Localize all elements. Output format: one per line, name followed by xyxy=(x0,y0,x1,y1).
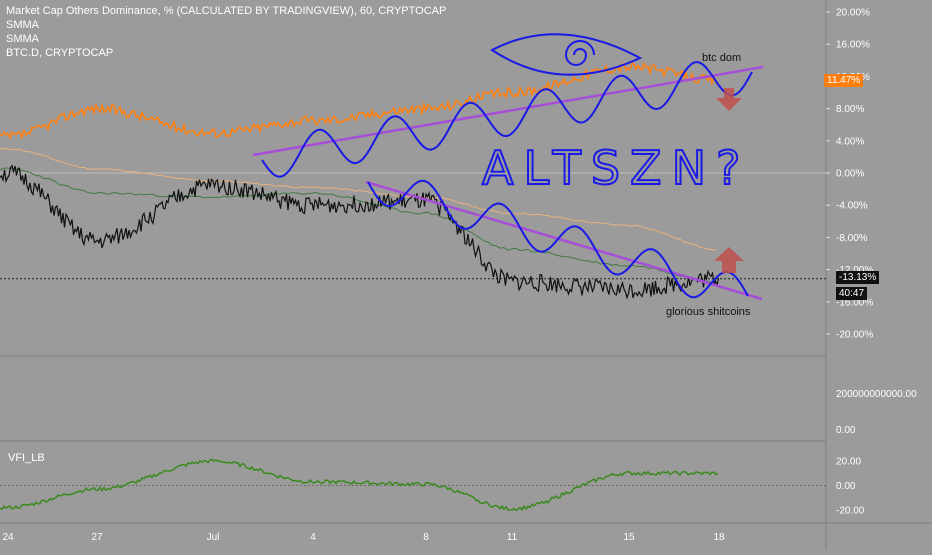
lower-trendline xyxy=(365,180,763,301)
eye-drawing xyxy=(490,33,643,76)
y-tick-label: -16.00% xyxy=(836,297,873,308)
others-price-tag: -13.13% xyxy=(836,271,880,284)
vfi-tick-label: -20.00 xyxy=(836,506,865,517)
volume-tick-label: 0.00 xyxy=(836,425,856,436)
btc-dominance-line xyxy=(0,61,719,140)
x-tick-label: 24 xyxy=(2,532,14,543)
down-arrow-icon xyxy=(716,88,742,111)
y-tick-label: -8.00% xyxy=(836,233,868,244)
y-tick-label: 16.00% xyxy=(836,40,870,51)
x-tick-label: 4 xyxy=(310,532,316,543)
y-tick-label: 0.00% xyxy=(836,169,864,180)
vfi-tick-label: 0.00 xyxy=(836,481,856,492)
legend-btc-dominance: BTC.D, CRYPTOCAP xyxy=(6,47,114,59)
altszn-drawing: ALTSZN? xyxy=(482,141,750,195)
x-tick-label: 8 xyxy=(423,532,429,543)
others-dominance-line xyxy=(0,164,720,300)
legend-title: Market Cap Others Dominance, % (CALCULAT… xyxy=(6,5,447,17)
legend-smma-2: SMMA xyxy=(6,33,39,45)
lower-wave-drawing xyxy=(367,179,749,299)
y-tick-label: 4.00% xyxy=(836,136,864,147)
x-tick-label: 27 xyxy=(91,532,103,543)
y-tick-label: -20.00% xyxy=(836,330,873,341)
annotation-btc-dom: btc dom xyxy=(702,52,742,64)
x-tick-label: 11 xyxy=(507,532,518,543)
up-arrow-icon xyxy=(714,247,744,273)
legend-smma-1: SMMA xyxy=(6,19,39,31)
volume-tick-label: 200000000000.00 xyxy=(836,389,917,400)
upper-wave-drawing xyxy=(261,60,753,178)
annotation-glorious-shitcoins: glorious shitcoins xyxy=(666,306,751,318)
y-tick-label: -12.00% xyxy=(836,265,873,276)
chart-legend: Market Cap Others Dominance, % (CALCULAT… xyxy=(6,4,446,60)
x-tick-label: 15 xyxy=(623,532,635,543)
smma-fast-line xyxy=(0,167,717,284)
btc-price-tag: 11.47% xyxy=(824,74,864,87)
eye-spiral-drawing xyxy=(564,40,595,66)
vfi-tick-label: 20.00 xyxy=(836,457,861,468)
x-tick-label: 18 xyxy=(713,532,725,543)
y-tick-label: 20.00% xyxy=(836,8,870,19)
bar-countdown: 40:47 xyxy=(836,287,868,300)
y-tick-label: 8.00% xyxy=(836,104,864,115)
y-tick-label: -4.00% xyxy=(836,201,868,212)
vfi-indicator-label: VFI_LB xyxy=(8,452,45,464)
vfi-line xyxy=(0,458,719,512)
x-tick-label: Jul xyxy=(207,532,220,543)
smma-slow-line xyxy=(0,147,717,251)
